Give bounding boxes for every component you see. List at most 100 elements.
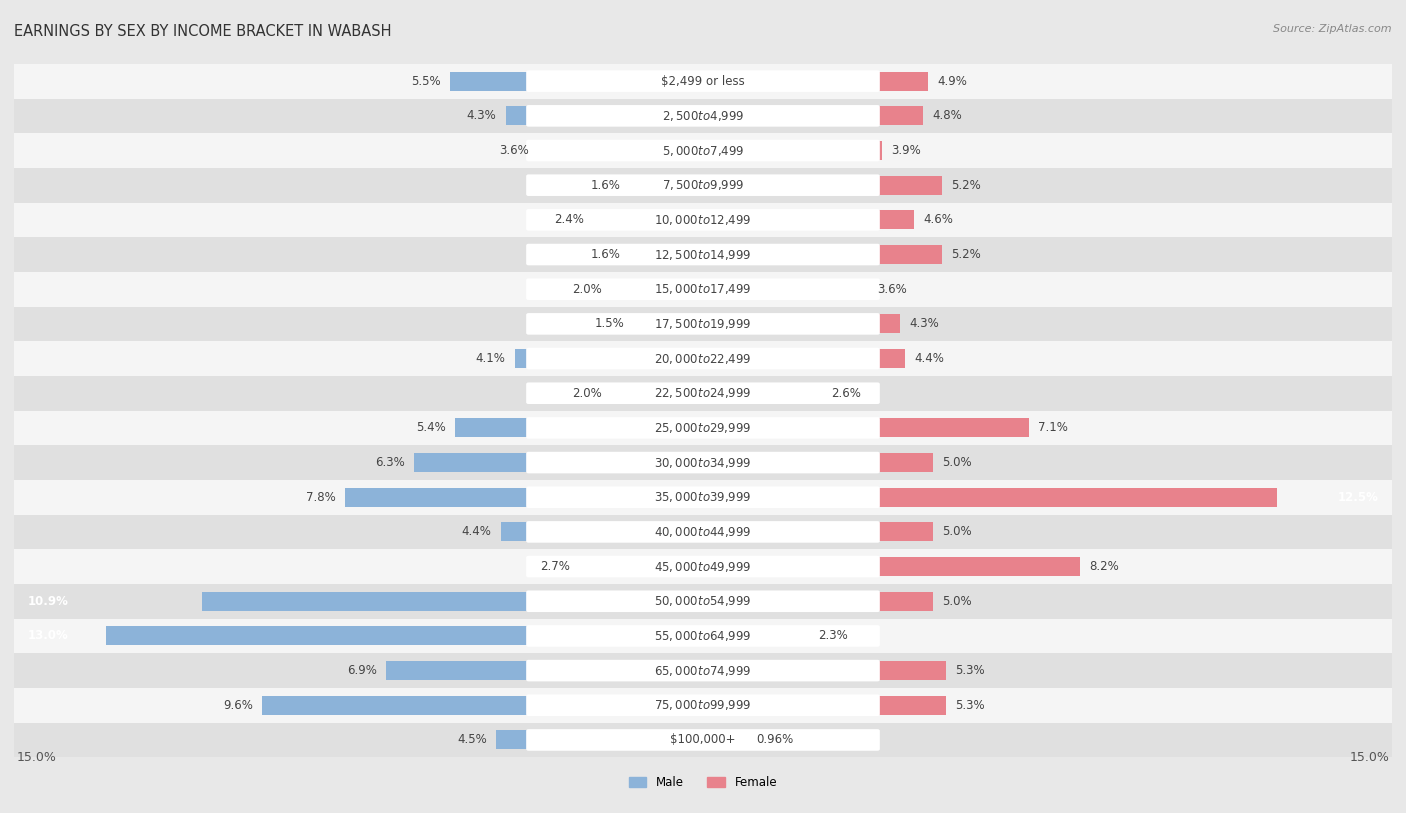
Text: 15.0%: 15.0%	[1350, 750, 1389, 763]
Text: 3.6%: 3.6%	[877, 283, 907, 296]
Bar	[262, 696, 703, 715]
Text: 5.2%: 5.2%	[950, 179, 981, 192]
Text: 6.9%: 6.9%	[347, 664, 377, 677]
FancyBboxPatch shape	[526, 694, 880, 716]
Bar	[450, 72, 703, 91]
Text: 2.0%: 2.0%	[572, 283, 602, 296]
Bar	[703, 72, 928, 91]
Bar	[703, 626, 808, 646]
Text: $45,000 to $49,999: $45,000 to $49,999	[654, 559, 752, 574]
Text: 5.5%: 5.5%	[412, 75, 441, 88]
Bar	[105, 626, 703, 646]
Text: 2.3%: 2.3%	[818, 629, 848, 642]
Text: 4.9%: 4.9%	[938, 75, 967, 88]
Bar	[14, 480, 1392, 515]
Text: 2.4%: 2.4%	[554, 213, 583, 226]
FancyBboxPatch shape	[526, 140, 880, 161]
Text: 2.6%: 2.6%	[831, 387, 862, 400]
Text: $50,000 to $54,999: $50,000 to $54,999	[654, 594, 752, 608]
Bar	[703, 592, 932, 611]
Bar	[703, 315, 900, 333]
Bar	[703, 523, 932, 541]
Bar	[703, 453, 932, 472]
Text: 2.0%: 2.0%	[572, 387, 602, 400]
FancyBboxPatch shape	[526, 382, 880, 404]
Text: $15,000 to $17,499: $15,000 to $17,499	[654, 282, 752, 296]
Bar	[612, 280, 703, 298]
Bar	[14, 515, 1392, 550]
Bar	[703, 176, 942, 195]
Bar	[14, 307, 1392, 341]
FancyBboxPatch shape	[526, 521, 880, 543]
Bar	[703, 280, 869, 298]
Bar	[612, 384, 703, 402]
Bar	[703, 730, 747, 750]
Text: 4.4%: 4.4%	[461, 525, 492, 538]
Bar	[14, 723, 1392, 757]
Bar	[703, 245, 942, 264]
Text: 5.0%: 5.0%	[942, 525, 972, 538]
Bar	[14, 272, 1392, 307]
Bar	[14, 654, 1392, 688]
Bar	[537, 141, 703, 160]
Bar	[496, 730, 703, 750]
Text: $20,000 to $22,499: $20,000 to $22,499	[654, 351, 752, 366]
Bar	[703, 419, 1029, 437]
Bar	[703, 107, 924, 125]
Text: EARNINGS BY SEX BY INCOME BRACKET IN WABASH: EARNINGS BY SEX BY INCOME BRACKET IN WAB…	[14, 24, 391, 39]
Bar	[14, 688, 1392, 723]
Bar	[14, 341, 1392, 376]
Text: 0.96%: 0.96%	[756, 733, 793, 746]
Bar	[202, 592, 703, 611]
FancyBboxPatch shape	[526, 590, 880, 612]
Text: 1.6%: 1.6%	[591, 248, 620, 261]
FancyBboxPatch shape	[526, 625, 880, 646]
Bar	[14, 550, 1392, 584]
FancyBboxPatch shape	[526, 417, 880, 439]
Text: 3.6%: 3.6%	[499, 144, 529, 157]
FancyBboxPatch shape	[526, 729, 880, 750]
Bar	[14, 202, 1392, 237]
Text: $7,500 to $9,999: $7,500 to $9,999	[662, 178, 744, 192]
Bar	[703, 488, 1277, 506]
Text: 13.0%: 13.0%	[28, 629, 69, 642]
Bar	[703, 661, 946, 680]
Bar	[593, 211, 703, 229]
Bar	[14, 167, 1392, 202]
Text: 5.0%: 5.0%	[942, 456, 972, 469]
Text: 12.5%: 12.5%	[1337, 491, 1378, 504]
Text: 5.0%: 5.0%	[942, 595, 972, 608]
Text: $55,000 to $64,999: $55,000 to $64,999	[654, 629, 752, 643]
FancyBboxPatch shape	[526, 556, 880, 577]
Bar	[634, 315, 703, 333]
Text: 5.3%: 5.3%	[956, 699, 986, 711]
Bar	[14, 133, 1392, 167]
Bar	[14, 619, 1392, 654]
Text: 4.3%: 4.3%	[910, 317, 939, 330]
FancyBboxPatch shape	[526, 313, 880, 335]
Legend: Male, Female: Male, Female	[624, 772, 782, 793]
FancyBboxPatch shape	[526, 348, 880, 369]
Bar	[14, 237, 1392, 272]
Text: $65,000 to $74,999: $65,000 to $74,999	[654, 663, 752, 677]
FancyBboxPatch shape	[526, 486, 880, 508]
Bar	[456, 419, 703, 437]
Text: 4.6%: 4.6%	[924, 213, 953, 226]
Bar	[703, 349, 905, 368]
Bar	[703, 384, 823, 402]
FancyBboxPatch shape	[526, 71, 880, 92]
Text: 5.2%: 5.2%	[950, 248, 981, 261]
Bar	[14, 376, 1392, 411]
Bar	[630, 245, 703, 264]
Bar	[14, 98, 1392, 133]
Bar	[501, 523, 703, 541]
Text: 7.1%: 7.1%	[1038, 421, 1069, 434]
Text: $75,000 to $99,999: $75,000 to $99,999	[654, 698, 752, 712]
Text: Source: ZipAtlas.com: Source: ZipAtlas.com	[1274, 24, 1392, 34]
Bar	[703, 557, 1080, 576]
FancyBboxPatch shape	[526, 244, 880, 265]
Text: $12,500 to $14,999: $12,500 to $14,999	[654, 247, 752, 262]
Bar	[630, 176, 703, 195]
Bar	[344, 488, 703, 506]
Text: 15.0%: 15.0%	[17, 750, 56, 763]
